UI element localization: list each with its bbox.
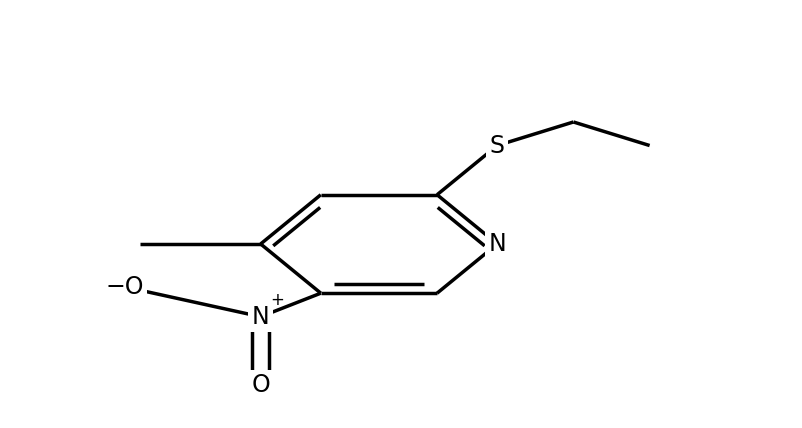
Text: N: N bbox=[488, 232, 506, 256]
Text: +: + bbox=[270, 291, 284, 309]
Text: N: N bbox=[252, 305, 269, 329]
Text: O: O bbox=[251, 373, 270, 397]
Text: −O: −O bbox=[105, 275, 144, 299]
Text: S: S bbox=[490, 134, 504, 158]
